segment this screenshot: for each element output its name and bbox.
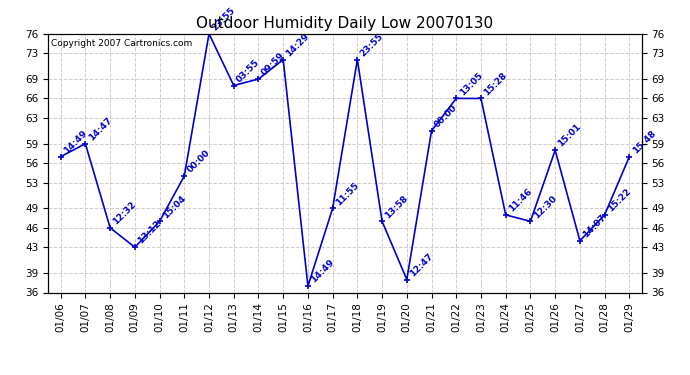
Text: 15:22: 15:22 — [606, 187, 633, 213]
Text: 11:46: 11:46 — [507, 187, 534, 213]
Text: 13:58: 13:58 — [384, 194, 410, 220]
Text: 00:00: 00:00 — [433, 103, 459, 129]
Text: 14:07: 14:07 — [581, 213, 608, 239]
Text: 14:49: 14:49 — [309, 258, 336, 285]
Text: 03:55: 03:55 — [235, 58, 262, 84]
Text: 23:55: 23:55 — [359, 32, 385, 58]
Text: 12:47: 12:47 — [408, 251, 435, 278]
Text: 14:29: 14:29 — [284, 32, 311, 58]
Text: 00:00: 00:00 — [186, 148, 212, 175]
Text: 13:12: 13:12 — [136, 219, 163, 246]
Text: 15:48: 15:48 — [631, 129, 658, 155]
Text: 23:55: 23:55 — [210, 6, 237, 32]
Text: Copyright 2007 Cartronics.com: Copyright 2007 Cartronics.com — [51, 39, 193, 48]
Text: 12:30: 12:30 — [532, 194, 558, 220]
Text: 13:05: 13:05 — [457, 70, 484, 97]
Text: 14:49: 14:49 — [62, 128, 89, 155]
Title: Outdoor Humidity Daily Low 20070130: Outdoor Humidity Daily Low 20070130 — [197, 16, 493, 31]
Text: 15:04: 15:04 — [161, 194, 188, 220]
Text: 11:55: 11:55 — [334, 180, 361, 207]
Text: 09:59: 09:59 — [260, 51, 286, 78]
Text: 15:28: 15:28 — [482, 70, 509, 97]
Text: 12:32: 12:32 — [112, 200, 138, 226]
Text: 15:01: 15:01 — [557, 122, 583, 149]
Text: 14:47: 14:47 — [87, 116, 114, 142]
